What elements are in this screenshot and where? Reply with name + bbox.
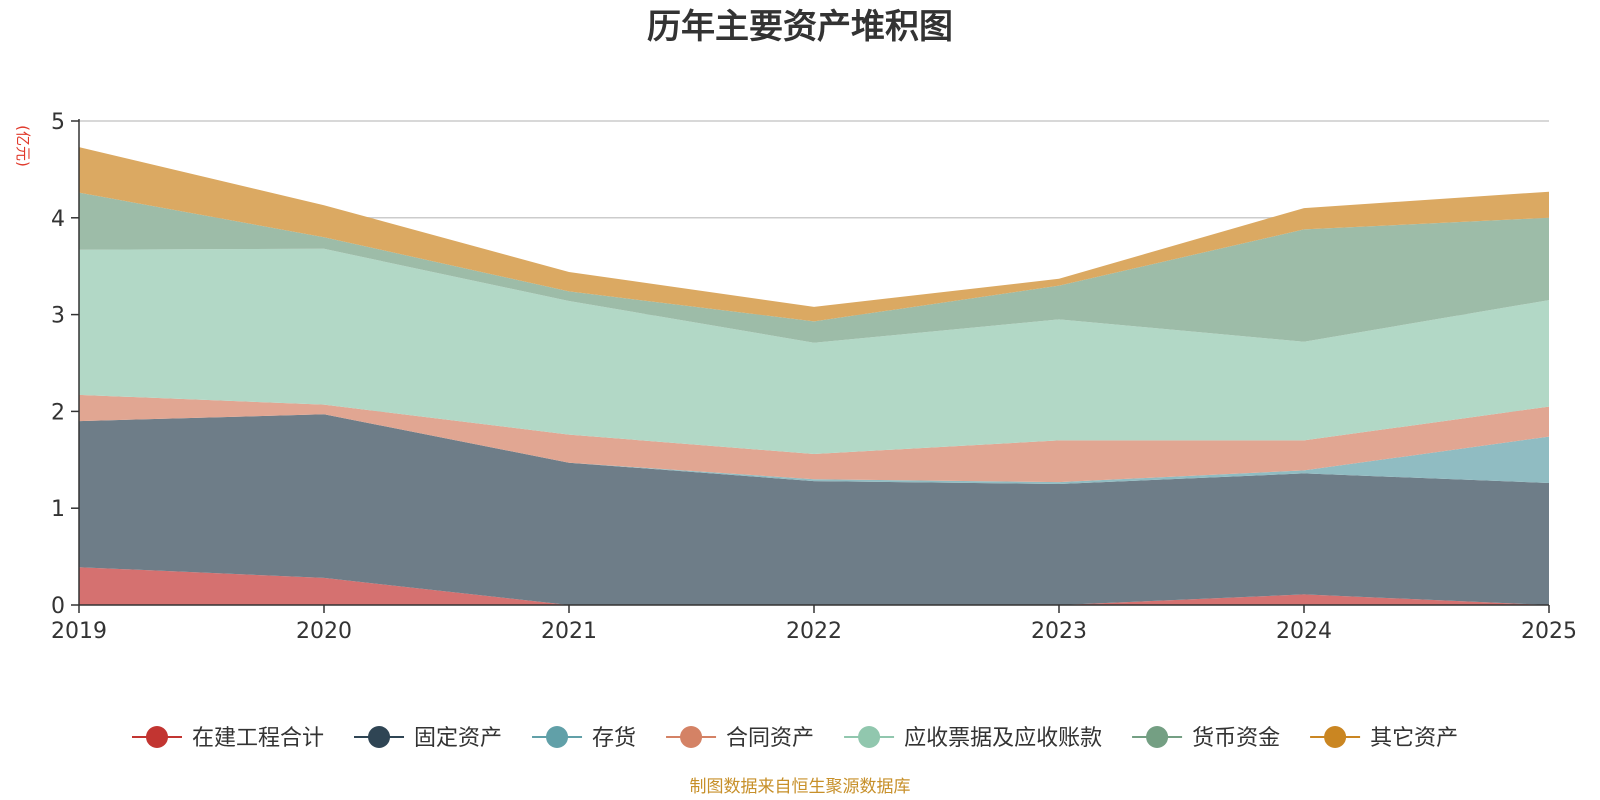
- legend-marker: [368, 726, 391, 748]
- y-tick-label-4: 4: [51, 207, 65, 232]
- legend-label: 应收票据及应收账款: [904, 726, 1102, 751]
- area-series-5: [79, 248, 1549, 454]
- legend: 在建工程合计 固定资产 存货 合同资产 应收票据及应收账款 货币资金 其它资产: [132, 726, 1458, 751]
- area-series-6: [79, 192, 1549, 343]
- area-series-4: [79, 394, 1549, 483]
- legend-item-4[interactable]: 合同资产: [666, 726, 814, 751]
- legend-label: 存货: [592, 726, 636, 751]
- legend-item-2[interactable]: 固定资产: [354, 726, 502, 751]
- x-tick-label-2022: 2022: [786, 619, 842, 644]
- legend-item-3[interactable]: 存货: [532, 726, 636, 751]
- y-tick-label-2: 2: [51, 400, 65, 425]
- legend-label: 货币资金: [1192, 726, 1280, 751]
- legend-label: 其它资产: [1370, 726, 1458, 751]
- axes: 0 1 2 3 4 5 2019 2020 2021 2022 2023 2024 2025: [51, 110, 1577, 644]
- legend-marker: [1324, 726, 1347, 748]
- legend-item-1[interactable]: 在建工程合计: [132, 726, 324, 751]
- x-tick-label-2023: 2023: [1031, 619, 1087, 644]
- y-tick-label-3: 3: [51, 304, 65, 329]
- y-axis-unit-label: (亿元): [14, 125, 32, 167]
- area-series-3: [79, 414, 1549, 484]
- legend-label: 固定资产: [414, 726, 502, 751]
- legend-item-5[interactable]: 应收票据及应收账款: [844, 726, 1102, 751]
- legend-item-6[interactable]: 货币资金: [1132, 726, 1280, 751]
- legend-marker: [546, 726, 569, 748]
- legend-marker: [1146, 726, 1169, 748]
- x-tick-label-2019: 2019: [51, 619, 107, 644]
- y-tick-label-1: 1: [51, 497, 65, 522]
- area-series-2: [79, 414, 1549, 605]
- legend-marker: [146, 726, 168, 748]
- legend-label: 合同资产: [726, 726, 814, 751]
- data-source-note: 制图数据来自恒生聚源数据库: [690, 777, 911, 797]
- area-series-1: [79, 567, 1549, 605]
- chart-title: 历年主要资产堆积图: [647, 7, 953, 47]
- area-series-7: [79, 147, 1549, 322]
- x-tick-label-2020: 2020: [296, 619, 352, 644]
- y-tick-label-0: 0: [51, 594, 65, 619]
- x-tick-label-2021: 2021: [541, 619, 597, 644]
- legend-marker: [680, 726, 703, 748]
- y-tick-label-5: 5: [51, 110, 65, 135]
- series-areas: [79, 147, 1549, 605]
- x-tick-label-2025: 2025: [1521, 619, 1577, 644]
- x-tick-label-2024: 2024: [1276, 619, 1332, 644]
- legend-item-7[interactable]: 其它资产: [1310, 726, 1458, 751]
- legend-marker: [858, 726, 881, 748]
- legend-label: 在建工程合计: [192, 726, 324, 751]
